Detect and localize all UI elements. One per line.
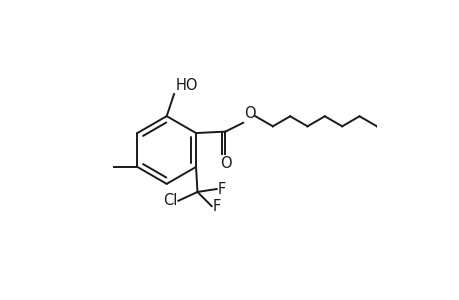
Text: HO: HO — [175, 78, 197, 93]
Text: O: O — [243, 106, 255, 121]
Text: F: F — [213, 199, 221, 214]
Text: O: O — [219, 156, 231, 171]
Text: F: F — [217, 182, 225, 196]
Text: Cl: Cl — [162, 193, 177, 208]
